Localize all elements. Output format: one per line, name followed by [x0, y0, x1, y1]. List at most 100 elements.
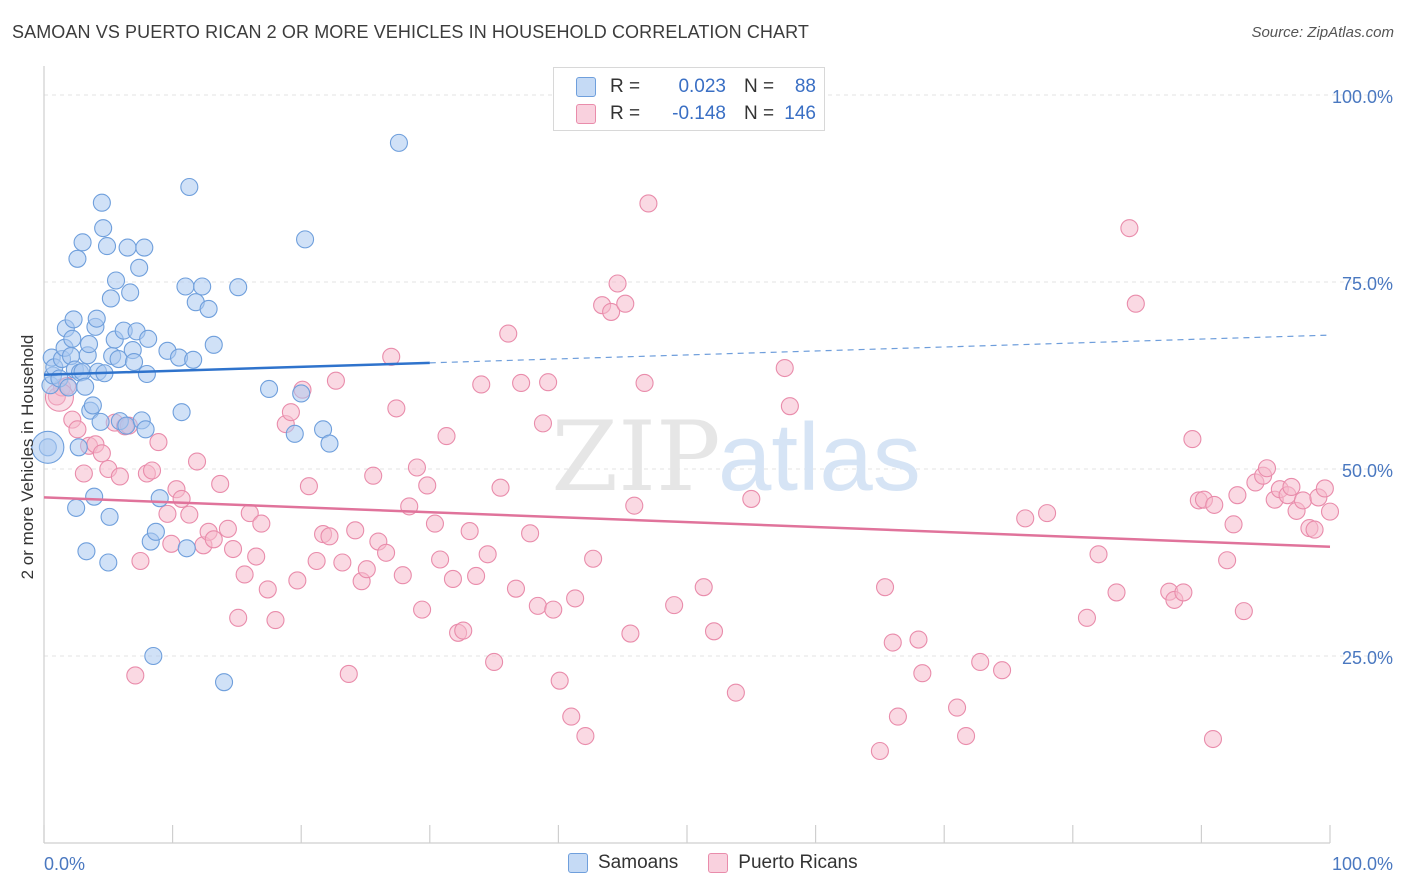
- y-tick-label: 100.0%: [1332, 87, 1393, 107]
- chart-title: SAMOAN VS PUERTO RICAN 2 OR MORE VEHICLE…: [12, 22, 810, 42]
- point-puerto-ricans: [158, 504, 177, 523]
- point-puerto-ricans: [1077, 608, 1096, 627]
- point-puerto-ricans: [665, 596, 684, 615]
- point-samoans: [87, 309, 106, 328]
- point-puerto-ricans: [472, 375, 491, 394]
- point-samoans: [91, 412, 110, 431]
- point-samoans: [204, 335, 223, 354]
- point-puerto-ricans: [454, 621, 473, 640]
- point-puerto-ricans: [888, 707, 907, 726]
- point-samoans: [135, 238, 154, 257]
- series-samoans: [31, 133, 408, 692]
- point-samoans: [73, 233, 92, 252]
- point-puerto-ricans: [1203, 729, 1223, 749]
- point-samoans: [79, 335, 99, 354]
- series-name-puerto-ricans: Puerto Ricans: [738, 852, 858, 873]
- point-puerto-ricans: [387, 399, 406, 418]
- y-tick-labels: 25.0% 50.0% 75.0% 100.0%: [1332, 87, 1393, 668]
- point-puerto-ricans: [1320, 502, 1340, 521]
- point-samoans: [73, 362, 92, 381]
- point-samoans: [59, 378, 78, 397]
- point-puerto-ricans: [211, 474, 230, 494]
- point-puerto-ricans: [326, 371, 345, 390]
- legend: R = 0.023 N = 88 R = -0.148 N = 146: [553, 67, 825, 131]
- point-puerto-ricans: [1205, 495, 1224, 514]
- point-puerto-ricans: [92, 444, 111, 463]
- point-samoans: [292, 384, 311, 403]
- point-puerto-ricans: [1089, 545, 1108, 564]
- point-puerto-ricans: [704, 622, 724, 641]
- point-samoans: [176, 277, 195, 296]
- point-puerto-ricans: [1120, 219, 1139, 238]
- point-samoans: [69, 438, 88, 457]
- point-puerto-ricans: [775, 358, 794, 378]
- point-puerto-ricans: [218, 519, 237, 538]
- point-samoans: [77, 542, 96, 561]
- point-puerto-ricans: [437, 427, 456, 446]
- point-puerto-ricans: [247, 547, 266, 566]
- legend-r-value: 0.023: [678, 76, 726, 97]
- point-puerto-ricans: [320, 527, 339, 546]
- point-samoans: [229, 278, 248, 297]
- point-puerto-ricans: [467, 566, 486, 586]
- point-puerto-ricans: [742, 489, 761, 508]
- point-puerto-ricans: [180, 505, 199, 524]
- x-tick-label: 0.0%: [44, 854, 85, 874]
- point-puerto-ricans: [870, 741, 889, 761]
- point-samoans: [63, 329, 82, 348]
- point-puerto-ricans: [413, 600, 432, 619]
- point-samoans: [150, 489, 169, 508]
- legend-n-label: N =: [744, 76, 775, 97]
- legend-swatch-puerto-ricans: [576, 104, 596, 124]
- point-samoans: [99, 553, 118, 572]
- legend-n-label: N =: [744, 103, 775, 124]
- legend-swatch-samoans: [576, 77, 596, 97]
- point-puerto-ricans: [1174, 583, 1193, 602]
- legend-r-label: R =: [610, 103, 641, 124]
- point-puerto-ricans: [1293, 491, 1313, 510]
- point-samoans: [67, 498, 86, 517]
- legend-r-value: -0.148: [672, 103, 726, 124]
- point-samoans: [136, 420, 155, 439]
- point-puerto-ricans: [909, 630, 928, 649]
- point-puerto-ricans: [357, 560, 376, 579]
- series-legend-puerto-ricans: Puerto Ricans: [708, 852, 858, 874]
- grid: [44, 94, 1392, 657]
- point-puerto-ricans: [299, 477, 318, 496]
- point-puerto-ricans: [616, 294, 635, 313]
- point-puerto-ricans: [521, 524, 540, 543]
- point-puerto-ricans: [377, 543, 396, 562]
- trend-line-samoans: [43, 361, 430, 377]
- trend-line-puerto-ricans: [43, 496, 1331, 549]
- point-puerto-ricans: [539, 373, 558, 392]
- series-legend: Samoans Puerto Ricans: [568, 852, 888, 874]
- point-puerto-ricans: [307, 551, 326, 571]
- point-samoans: [296, 230, 315, 249]
- point-puerto-ricans: [443, 569, 462, 589]
- point-samoans: [137, 364, 156, 384]
- point-puerto-ricans: [485, 652, 504, 672]
- point-puerto-ricans: [333, 553, 352, 572]
- point-puerto-ricans: [512, 373, 531, 393]
- point-samoans: [83, 396, 102, 415]
- y-axis-label: 2 or more Vehicles in Household: [18, 335, 37, 580]
- trend-lines: [43, 334, 1331, 549]
- point-puerto-ricans: [1107, 583, 1126, 602]
- point-samoans: [85, 487, 104, 506]
- point-samoans: [144, 646, 163, 666]
- point-puerto-ricans: [1282, 477, 1301, 497]
- point-samoans: [92, 193, 111, 212]
- series-name-samoans: Samoans: [598, 852, 679, 873]
- point-puerto-ricans: [339, 664, 358, 684]
- point-samoans: [97, 237, 117, 256]
- legend-r-label: R =: [610, 76, 641, 97]
- legend-row-puerto-ricans: R = -0.148 N = 146: [576, 101, 816, 127]
- point-puerto-ricans: [608, 274, 627, 293]
- point-puerto-ricans: [364, 466, 383, 485]
- point-puerto-ricans: [566, 589, 585, 608]
- point-puerto-ricans: [478, 545, 497, 564]
- point-samoans: [106, 271, 126, 290]
- y-tick-label: 25.0%: [1342, 648, 1393, 668]
- point-samoans: [214, 673, 234, 692]
